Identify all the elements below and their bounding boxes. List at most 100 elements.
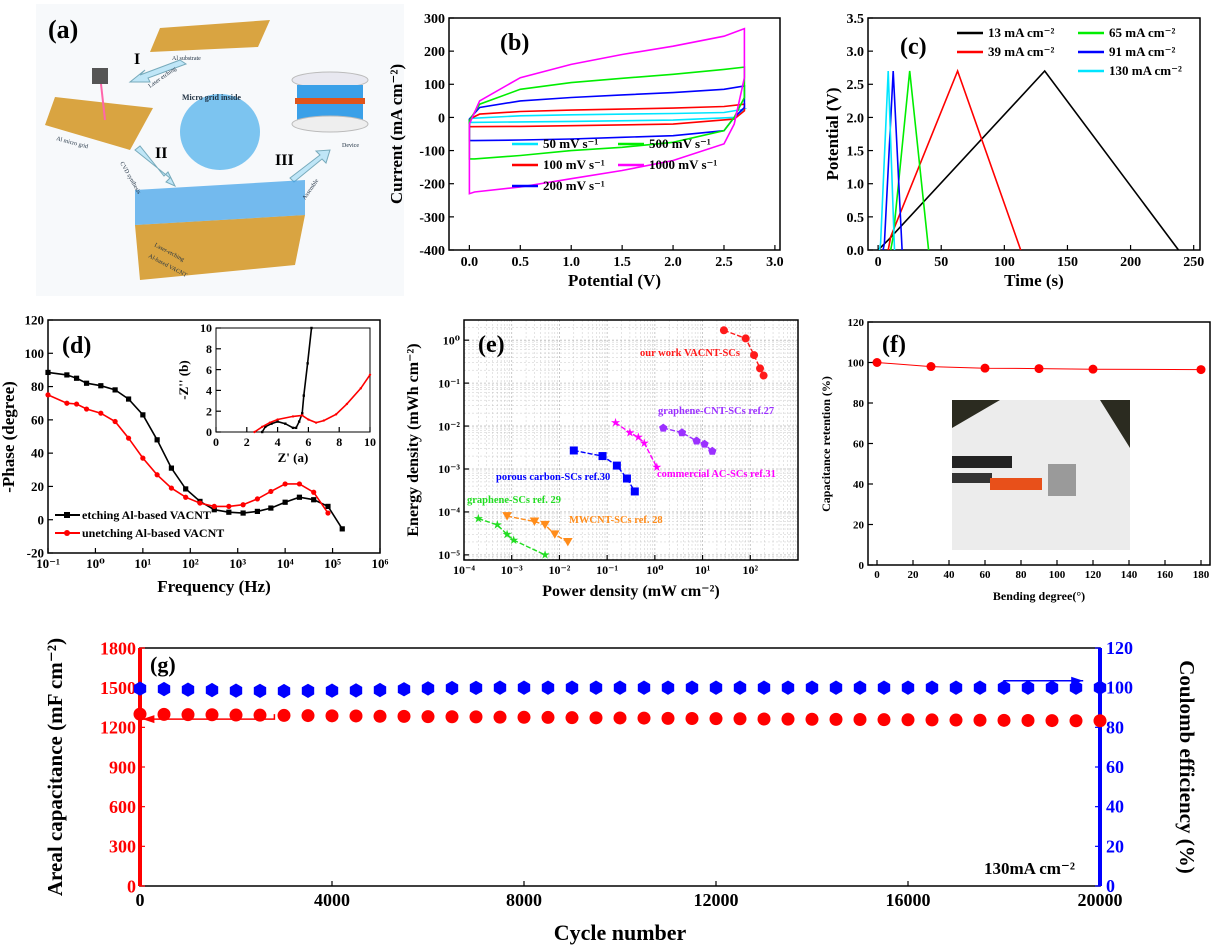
y-tick-label: 200: [424, 45, 445, 60]
photo-dark-corner: [952, 400, 1000, 428]
efficiency-axis-arrow: [1003, 679, 1084, 692]
data-point: [469, 710, 483, 724]
data-point: [264, 425, 267, 428]
x-tick-label: 40: [944, 569, 956, 581]
data-point: [133, 681, 147, 696]
y-tick-label: -100: [419, 144, 445, 159]
data-point: [652, 462, 662, 472]
x-tick-label: 10⁶: [372, 556, 389, 571]
data-point: [310, 326, 313, 330]
y-tick-label: 10⁻¹: [438, 376, 460, 390]
data-point: [291, 415, 295, 418]
x-tick-label: 20000: [1078, 890, 1123, 910]
data-point: [1021, 680, 1035, 695]
data-point: [733, 712, 747, 726]
photo-device: [1048, 464, 1076, 496]
data-point: [493, 710, 507, 724]
y-tick-label: 0: [206, 425, 212, 439]
legend-label: 130 mA cm⁻²: [1109, 63, 1182, 78]
data-point: [565, 680, 579, 695]
data-point: [45, 369, 51, 376]
x-tick-label: 50: [934, 255, 948, 270]
series-line: [878, 70, 896, 251]
data-point: [282, 499, 288, 505]
y-tick-label: 120: [848, 317, 865, 329]
panel-g-cycling-chart: 0 4000 8000 12000 16000 200000300600900120015…: [43, 638, 1199, 945]
y-tick-label: -20: [27, 546, 44, 561]
data-point: [211, 503, 217, 509]
laser-head: [92, 68, 108, 84]
data-point: [368, 373, 372, 376]
x-axis-label: Time (s): [1004, 271, 1064, 290]
panel-label-a: (a): [48, 15, 78, 44]
x-tick-label: 0: [136, 890, 145, 910]
y-tick-label: 2.0: [847, 111, 865, 126]
data-point: [949, 713, 963, 727]
data-point: [517, 680, 531, 695]
data-point: [268, 488, 274, 495]
x-axis-label: Frequency (Hz): [157, 577, 270, 596]
data-point: [781, 712, 795, 726]
inset-y-axis-label: -Z'' (b): [176, 360, 191, 399]
x-tick-label: 10⁵: [324, 556, 341, 571]
data-point: [639, 438, 649, 448]
data-point: [469, 680, 483, 696]
data-point: [397, 682, 411, 697]
data-point: [1045, 714, 1059, 728]
data-point: [140, 455, 146, 461]
data-point: [229, 683, 243, 698]
y-tick-label: 1.5: [847, 144, 865, 159]
data-point: [334, 413, 338, 416]
x-tick-label: 160: [1157, 569, 1174, 581]
data-point: [253, 683, 267, 698]
y2-tick-label: 60: [1106, 757, 1124, 777]
data-point: [1196, 365, 1206, 375]
y-tick-label: 20: [853, 519, 865, 531]
x-tick-label: 20: [908, 569, 920, 581]
data-point: [925, 713, 939, 727]
data-point: [692, 436, 701, 445]
x-tick-label: 10³: [229, 556, 246, 571]
device-separator: [295, 98, 365, 104]
series-annotation: graphene-SCs ref. 29: [467, 495, 561, 506]
data-point: [709, 680, 723, 695]
y-tick-label: 6: [206, 363, 212, 377]
x-axis-label: Cycle number: [554, 920, 687, 945]
y-tick-label: 2: [206, 404, 212, 418]
data-point: [373, 682, 387, 698]
panel-label: (d): [62, 333, 91, 359]
x-tick-label: 12000: [694, 890, 739, 910]
data-point: [541, 710, 555, 724]
x-tick-label: 2.5: [715, 255, 733, 270]
x-axis-label: Potential (V): [568, 271, 661, 290]
data-point: [700, 439, 709, 448]
y-tick-label: 900: [109, 757, 136, 777]
series-line: [663, 427, 713, 452]
arrow-head-left: [142, 715, 155, 724]
data-point: [325, 683, 339, 698]
data-point: [157, 681, 171, 697]
x-tick-label: 150: [1057, 255, 1078, 270]
plot-frame: [463, 319, 799, 561]
y-tick-label: 10⁻²: [438, 419, 460, 433]
data-point: [997, 713, 1011, 727]
panel-e-ragone-chart: 10⁻⁴ 10⁻³ 10⁻² 10⁻¹ 10⁰ 10¹ 10²10⁻⁵10⁻⁴10⁻³10⁻…: [405, 319, 799, 600]
data-point: [325, 709, 339, 723]
data-point: [741, 334, 750, 343]
data-point: [473, 513, 483, 523]
x-tick-label: 200: [1120, 255, 1141, 270]
data-point: [925, 680, 939, 695]
al-substrate-plate: [150, 20, 270, 52]
y-tick-label: 80: [31, 379, 44, 394]
x-tick-label: 4: [275, 435, 281, 449]
panel-b-cv-chart: 0.0 0.5 1.0 1.5 2.0 2.5 3.0 -400 -300 -200 -100 0 10…: [387, 12, 784, 290]
data-point: [829, 680, 843, 695]
data-point: [45, 392, 51, 398]
series-line: [876, 362, 1202, 371]
y-tick-label: 4: [206, 384, 212, 398]
data-point: [157, 707, 171, 721]
y-tick-label: 0: [438, 111, 445, 126]
x-tick-label: 4000: [314, 890, 350, 910]
legend-label: 39 mA cm⁻²: [988, 44, 1054, 59]
